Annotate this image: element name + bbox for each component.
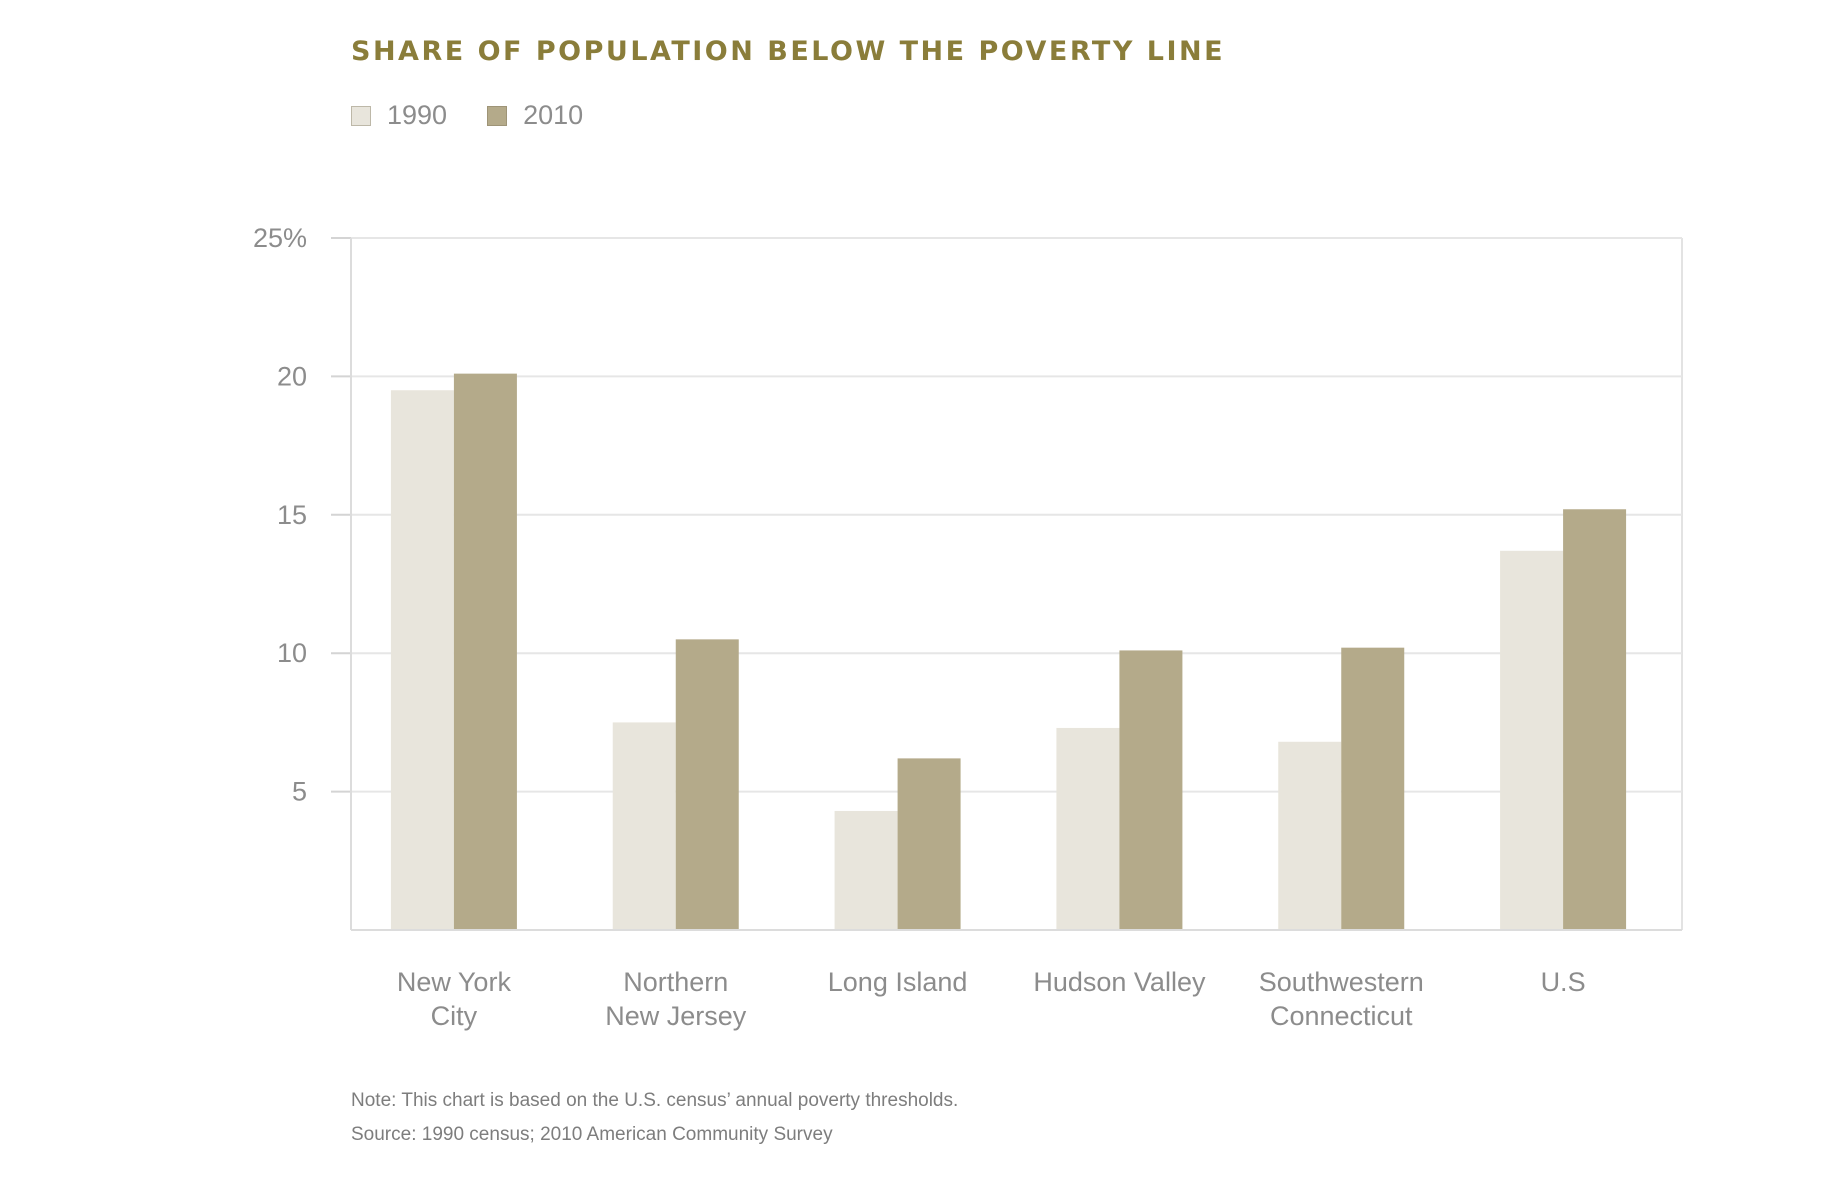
legend-item-2010: 2010 [487,100,583,131]
bar-2010-4 [1341,647,1405,930]
bar-1990-1 [612,722,676,930]
bar-2010-1 [675,639,739,930]
bar-1990-4 [1278,741,1342,930]
y-tick-label: 20 [277,361,307,391]
bar-2010-0 [453,373,517,931]
legend-swatch-1990 [351,105,371,126]
bar-1990-0 [390,390,454,930]
chart-source: Source: 1990 census; 2010 American Commu… [351,1124,833,1145]
y-tick-label: 15 [277,500,307,530]
bar-1990-5 [1500,550,1564,930]
y-tick-label: 5 [292,777,307,807]
x-tick-label: Long Island [828,967,968,997]
legend-label-2010: 2010 [523,100,584,130]
x-tick-label: Hudson Valley [1033,967,1206,997]
legend-item-1990: 1990 [351,100,447,131]
chart-note: Note: This chart is based on the U.S. ce… [351,1090,959,1111]
chart-title: SHARE OF POPULATION BELOW THE POVERTY LI… [351,36,1226,67]
y-tick-label: 25% [253,223,307,253]
y-tick-label: 10 [277,638,307,668]
bar-2010-2 [897,758,961,930]
legend-swatch-2010 [487,105,508,126]
bar-1990-3 [1056,727,1120,930]
legend: 1990 2010 [351,100,623,131]
x-tick-label: Northern New Jersey [605,967,747,1031]
bar-1990-2 [834,810,898,930]
bar-chart: 5 10 15 20 25% New York City Northern New Jersey… [253,223,1683,1031]
x-tick-label: U.S [1541,967,1586,997]
x-tick-label: Southwestern Connecticut [1259,967,1424,1031]
x-tick-label: New York City [397,967,512,1031]
bar-2010-5 [1563,509,1627,930]
bar-2010-3 [1119,650,1183,930]
legend-label-1990: 1990 [387,100,448,130]
